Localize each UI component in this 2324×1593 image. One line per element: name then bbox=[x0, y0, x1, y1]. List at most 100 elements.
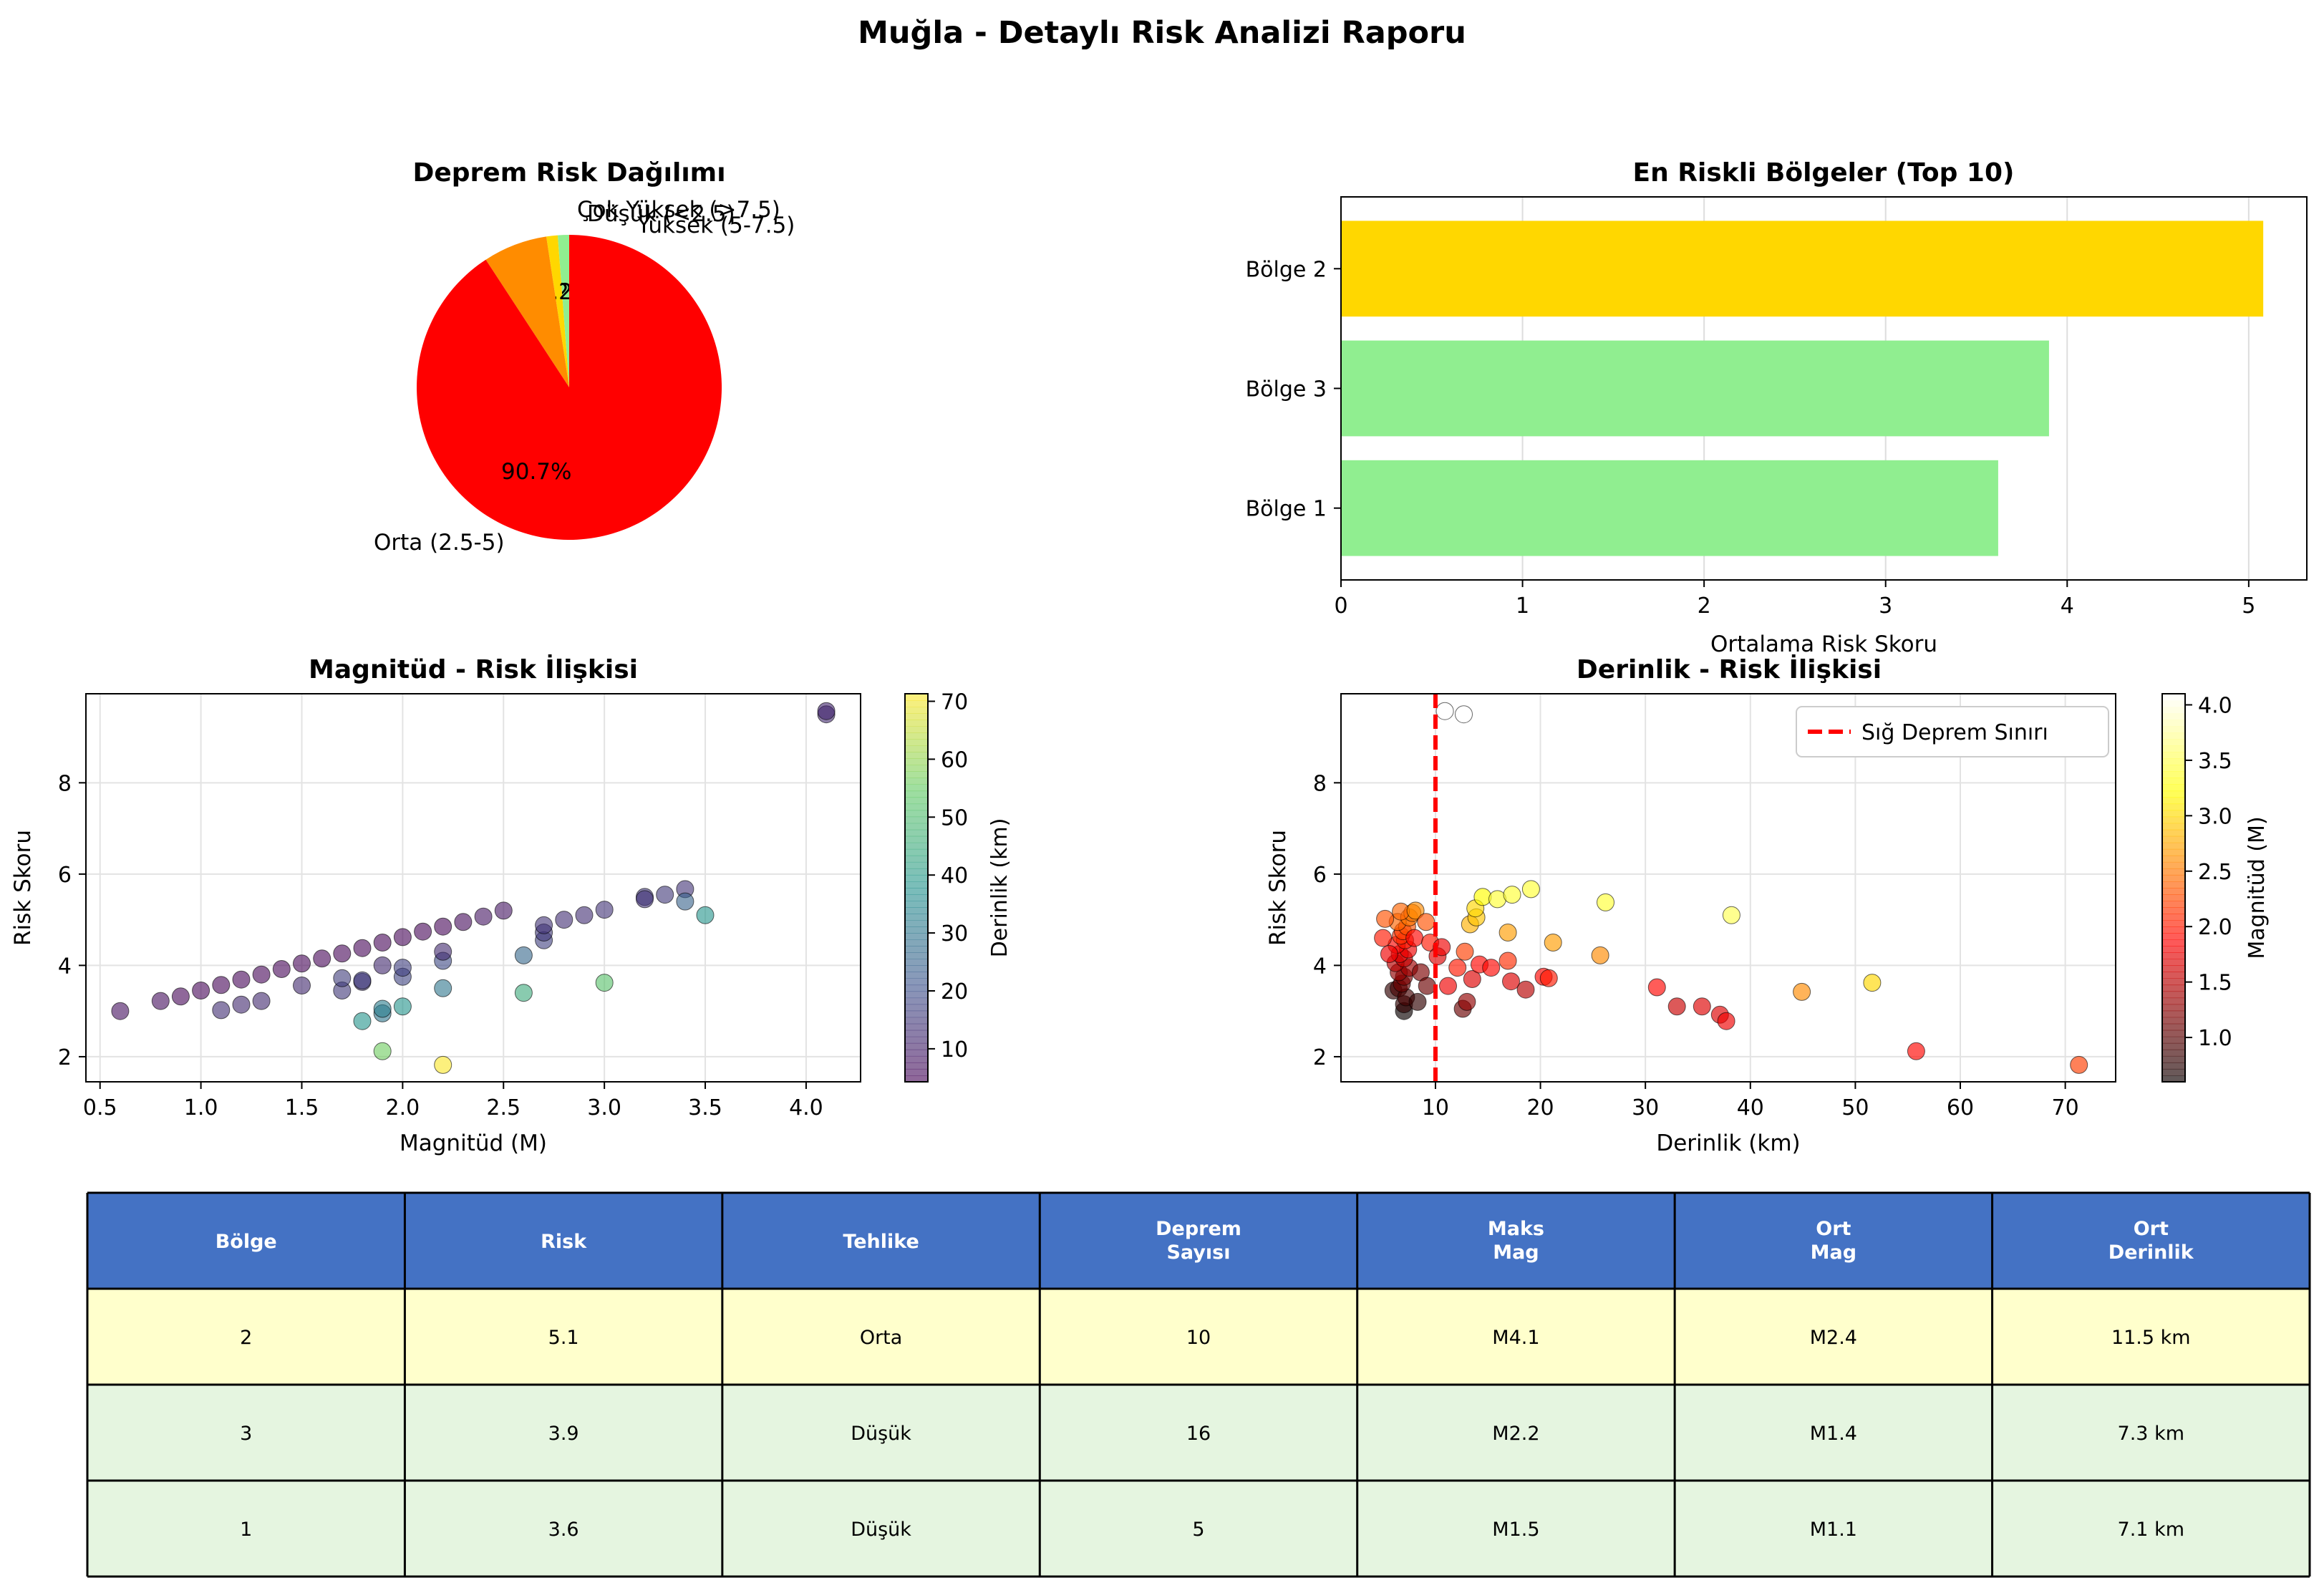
data-point bbox=[1597, 893, 1614, 911]
colorbar-segment bbox=[2162, 784, 2185, 792]
colorbar-segment bbox=[905, 765, 928, 772]
table-cell: 7.1 km bbox=[2118, 1519, 2184, 1541]
bar-category-label: Bölge 3 bbox=[1246, 377, 1327, 402]
colorbar-segment bbox=[905, 758, 928, 765]
plot-frame bbox=[1340, 693, 2116, 1083]
bar-category-label: Bölge 1 bbox=[1246, 497, 1327, 522]
pie-slice-percent: 90.7% bbox=[501, 459, 571, 485]
data-point bbox=[1408, 992, 1427, 1011]
colorbar-segment bbox=[2162, 868, 2185, 876]
data-point bbox=[434, 942, 452, 961]
colorbar-segment bbox=[905, 816, 928, 824]
table-cell: Düşük bbox=[851, 1423, 911, 1445]
data-point bbox=[232, 995, 251, 1014]
colorbar-segment bbox=[905, 1042, 928, 1050]
colorbar-segment bbox=[905, 707, 928, 714]
y-tick-label: 6 bbox=[1313, 863, 1327, 888]
data-point bbox=[535, 916, 553, 934]
x-tick-label: 3 bbox=[1879, 594, 1892, 619]
colorbar-segment bbox=[2162, 997, 2185, 1005]
colorbar-segment bbox=[905, 797, 928, 805]
colorbar-segment bbox=[2162, 1075, 2185, 1083]
bar bbox=[1341, 340, 2049, 437]
data-point bbox=[171, 987, 190, 1006]
data-point bbox=[1907, 1042, 1925, 1060]
colorbar-segment bbox=[905, 894, 928, 901]
y-axis-label: Risk Skoru bbox=[1265, 830, 1291, 946]
table-cell: 5 bbox=[1192, 1519, 1204, 1541]
data-point bbox=[1435, 702, 1454, 720]
data-point bbox=[1456, 942, 1474, 961]
colorbar-segment bbox=[2162, 778, 2185, 785]
x-axis-label: Derinlik (km) bbox=[1656, 1130, 1800, 1156]
colorbar-segment bbox=[2162, 1068, 2185, 1076]
colorbar-tick-label: 10 bbox=[941, 1037, 968, 1062]
colorbar-segment bbox=[905, 1068, 928, 1076]
colorbar-tick-label: 20 bbox=[941, 979, 968, 1004]
colorbar-segment bbox=[2162, 1042, 2185, 1050]
data-point bbox=[514, 984, 533, 1002]
table-header-line: Sayısı bbox=[1166, 1241, 1230, 1264]
colorbar-segment bbox=[905, 888, 928, 895]
colorbar-segment bbox=[2162, 810, 2185, 818]
data-point bbox=[1863, 974, 1882, 992]
y-tick-label: 6 bbox=[58, 863, 72, 888]
figure-title: Muğla - Detaylı Risk Analizi Raporu bbox=[858, 15, 1466, 51]
data-point bbox=[353, 971, 372, 989]
colorbar-segment bbox=[905, 855, 928, 863]
data-point bbox=[1503, 886, 1521, 904]
colorbar-segment bbox=[2162, 952, 2185, 959]
data-point bbox=[1647, 978, 1666, 997]
data-point bbox=[353, 1012, 372, 1030]
colorbar-label: Magnitüd (M) bbox=[2245, 816, 2270, 959]
colorbar-segment bbox=[905, 1030, 928, 1037]
colorbar-segment bbox=[2162, 848, 2185, 856]
data-point bbox=[353, 939, 372, 957]
colorbar-segment bbox=[2162, 874, 2185, 882]
data-point bbox=[595, 901, 614, 919]
x-axis-label: Magnitüd (M) bbox=[400, 1130, 547, 1156]
data-point bbox=[1591, 946, 1609, 964]
table-cell: M1.5 bbox=[1492, 1519, 1539, 1541]
data-point bbox=[192, 982, 210, 999]
data-point bbox=[1717, 1012, 1735, 1030]
colorbar-segment bbox=[2162, 1030, 2185, 1037]
pie-slice-label: Düşük (<2.5) bbox=[587, 201, 735, 227]
colorbar-segment bbox=[905, 868, 928, 876]
y-tick-label: 8 bbox=[58, 771, 72, 796]
pie-slice bbox=[417, 234, 722, 540]
colorbar-segment bbox=[905, 861, 928, 869]
colorbar-segment bbox=[905, 700, 928, 707]
data-point bbox=[1463, 970, 1481, 988]
table-header-line: Bölge bbox=[216, 1231, 277, 1253]
colorbar-segment bbox=[2162, 901, 2185, 908]
colorbar-segment bbox=[905, 991, 928, 999]
table-header-cell: Risk bbox=[541, 1231, 587, 1253]
colorbar-segment bbox=[905, 926, 928, 934]
y-tick-label: 4 bbox=[1313, 954, 1327, 979]
pie-chart: Deprem Risk Dağılımı Çok Yüksek (>7.5)1.… bbox=[374, 158, 795, 556]
data-point bbox=[1722, 906, 1740, 924]
colorbar-segment bbox=[2162, 816, 2185, 824]
colorbar-segment bbox=[2162, 758, 2185, 765]
colorbar-segment bbox=[905, 745, 928, 752]
colorbar-tick-label: 4.0 bbox=[2198, 693, 2232, 718]
colorbar-segment bbox=[2162, 739, 2185, 746]
data-point bbox=[1448, 959, 1467, 977]
table-header-bg bbox=[87, 1193, 2310, 1289]
colorbar-segment bbox=[905, 842, 928, 850]
colorbar-segment bbox=[905, 784, 928, 792]
table-header-line: Ort bbox=[2134, 1218, 2169, 1240]
colorbar-segment bbox=[2162, 700, 2185, 707]
colorbar-segment bbox=[905, 1075, 928, 1083]
colorbar-tick-label: 1.0 bbox=[2198, 1026, 2232, 1051]
colorbar-segment bbox=[2162, 771, 2185, 778]
colorbar-segment bbox=[905, 1036, 928, 1044]
colorbar-segment bbox=[905, 1049, 928, 1057]
legend-label: Sığ Deprem Sınırı bbox=[1861, 720, 2048, 745]
colorbar-segment bbox=[2162, 926, 2185, 934]
colorbar-segment bbox=[905, 1023, 928, 1031]
data-point bbox=[474, 907, 493, 926]
colorbar-tick-label: 50 bbox=[941, 805, 968, 831]
x-axis-label: Ortalama Risk Skoru bbox=[1710, 631, 1937, 657]
